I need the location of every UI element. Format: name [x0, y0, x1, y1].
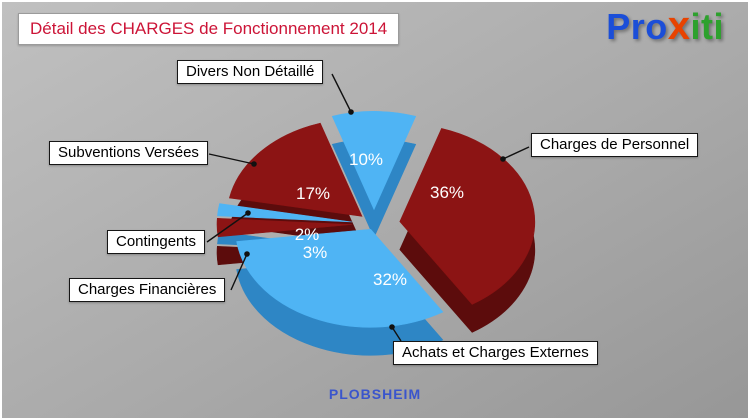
callout-line-1: [502, 146, 530, 160]
pie-slice-5: [229, 122, 363, 217]
callout-line-4: [206, 212, 249, 243]
logo-pro: Pro: [606, 6, 668, 47]
callout-line-3: [230, 253, 248, 291]
callout-subventions-versees: Subventions Versées: [49, 141, 208, 165]
logo-x: x: [667, 4, 691, 48]
proxiti-logo: Proxiti: [606, 4, 724, 49]
pie-slice-4: [217, 203, 353, 223]
callout-line-0: [331, 73, 352, 113]
callout-line-5: [208, 153, 255, 165]
callout-dot-5: [251, 161, 257, 167]
callout-dot-0: [348, 109, 354, 115]
pie-slice-3: [216, 218, 353, 238]
callout-dot-3: [244, 251, 250, 257]
callout-dot-4: [245, 210, 251, 216]
callout-achats-et-charges-externes: Achats et Charges Externes: [393, 341, 598, 365]
pct-label-0: 10%: [349, 150, 383, 169]
pct-label-3: 3%: [303, 243, 328, 262]
page-title: Détail des CHARGES de Fonctionnement 201…: [30, 19, 388, 38]
callout-charges-financieres: Charges Financières: [69, 278, 226, 302]
callout-dot-2: [389, 324, 395, 330]
logo-iti: iti: [690, 6, 724, 47]
pct-label-1: 36%: [430, 183, 464, 202]
callout-contingents: Contingents: [107, 230, 206, 254]
callout-dot-1: [500, 156, 506, 162]
commune-label: PLOBSHEIM: [328, 386, 422, 402]
callout-charges-de-personnel: Charges de Personnel: [531, 133, 699, 157]
chart-title-box: Détail des CHARGES de Fonctionnement 201…: [18, 13, 400, 45]
callout-divers-non-detaille: Divers Non Détaillé: [177, 60, 324, 84]
pie-slice-1: [399, 128, 536, 305]
pie-slice-2: [236, 228, 444, 328]
pie-slice-0: [331, 111, 417, 211]
pct-label-2: 32%: [373, 270, 407, 289]
pct-label-4: 2%: [295, 225, 320, 244]
pct-label-5: 17%: [296, 184, 330, 203]
